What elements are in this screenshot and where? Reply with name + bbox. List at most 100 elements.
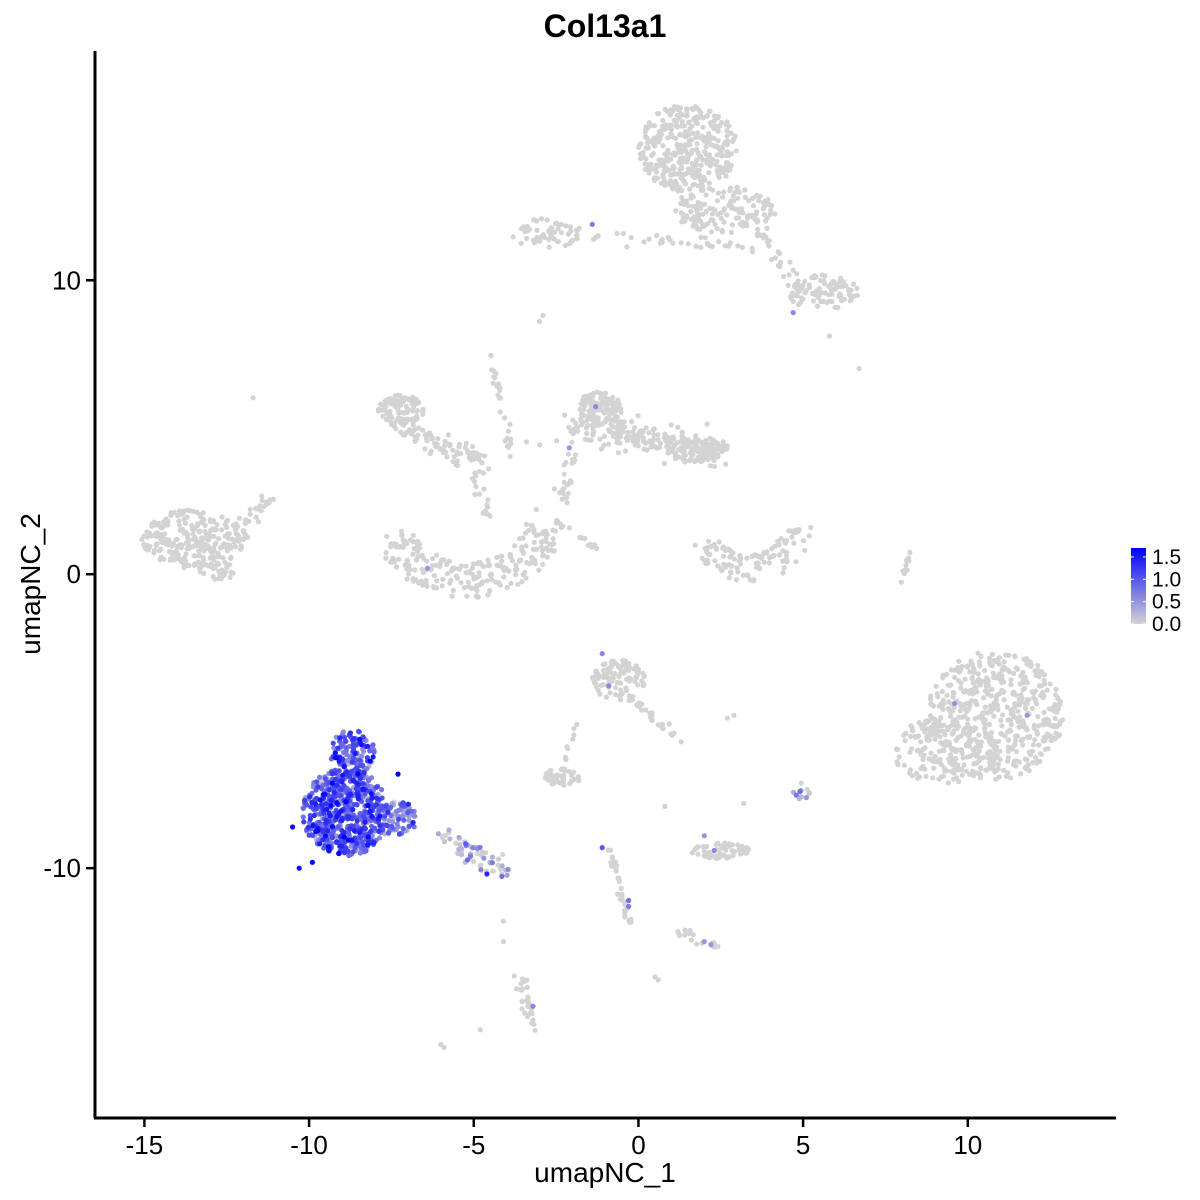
cell-point: [524, 984, 531, 991]
cell-point: [939, 748, 945, 754]
cell-point: [326, 787, 332, 793]
cell-point: [518, 240, 524, 247]
cell-point: [621, 911, 628, 917]
cell-point: [714, 226, 720, 232]
cell-point: [716, 239, 722, 245]
cell-point: [595, 675, 601, 682]
cell-point: [300, 805, 306, 812]
cell-point: [629, 419, 635, 425]
cell-point: [678, 210, 684, 216]
cell-point: [383, 822, 389, 828]
cell-point: [337, 792, 344, 798]
cell-point: [357, 829, 363, 836]
cell-point: [914, 770, 920, 777]
cell-point: [566, 445, 572, 451]
cell-point: [247, 511, 253, 517]
cell-point: [973, 770, 979, 776]
cell-point: [310, 823, 316, 829]
cell-point: [531, 1021, 537, 1027]
cell-point: [232, 544, 239, 550]
cell-point: [785, 282, 791, 288]
cell-point: [695, 130, 701, 136]
cell-point: [561, 462, 567, 468]
cell-point: [1032, 754, 1038, 760]
cell-point: [959, 772, 965, 778]
cell-point: [456, 441, 463, 447]
cell-point: [544, 554, 550, 560]
cell-point: [361, 842, 367, 848]
cell-point: [924, 734, 930, 740]
cell-point: [809, 274, 815, 281]
cell-point: [322, 776, 328, 782]
cell-point: [529, 523, 535, 529]
cell-point: [390, 819, 396, 825]
cell-point: [1040, 690, 1046, 696]
cell-point: [329, 830, 335, 837]
cell-point: [388, 414, 394, 420]
cell-point: [702, 222, 709, 228]
cell-point: [956, 778, 962, 785]
cell-point: [205, 536, 211, 542]
cell-point: [523, 543, 529, 549]
cell-point: [394, 821, 400, 827]
cell-point: [693, 120, 699, 126]
cell-point: [179, 526, 186, 532]
cell-point: [781, 565, 787, 571]
cell-point: [522, 1010, 528, 1016]
cell-point: [395, 771, 401, 777]
cell-point: [479, 849, 485, 855]
cell-point: [193, 543, 199, 549]
cell-point: [236, 515, 242, 521]
cell-point: [537, 318, 543, 324]
cell-point: [330, 740, 336, 746]
cell-point: [435, 436, 441, 442]
cell-point: [563, 757, 569, 763]
cell-point: [987, 761, 993, 768]
cell-point: [405, 810, 411, 816]
cell-point: [991, 713, 997, 719]
cell-point: [320, 828, 326, 834]
cell-point: [929, 732, 935, 738]
cell-point: [400, 398, 406, 404]
cell-point: [754, 192, 760, 198]
cell-point: [513, 562, 519, 568]
cell-point: [595, 233, 601, 239]
cell-point: [959, 663, 965, 670]
cell-point: [447, 836, 453, 842]
cell-point: [509, 558, 515, 564]
cell-point: [408, 537, 414, 543]
cell-point: [361, 832, 367, 838]
cell-point: [414, 413, 420, 419]
cell-point: [450, 565, 456, 571]
cell-point: [604, 399, 610, 405]
cell-point: [1049, 737, 1055, 743]
cell-point: [504, 872, 510, 878]
cell-point: [731, 712, 737, 718]
cell-point: [347, 730, 353, 736]
cell-point: [739, 244, 746, 251]
cell-point: [777, 264, 783, 270]
cell-point: [226, 545, 232, 551]
cell-point: [634, 669, 640, 675]
cell-point: [948, 667, 954, 673]
cell-point: [569, 439, 575, 445]
cell-point: [500, 564, 506, 570]
cell-point: [506, 568, 512, 574]
cell-point: [343, 845, 349, 851]
cell-point: [686, 119, 692, 125]
cell-point: [540, 529, 546, 535]
cell-point: [754, 219, 760, 225]
cell-point: [463, 841, 469, 847]
cell-point: [530, 1003, 536, 1009]
cell-point: [393, 541, 399, 548]
cell-point: [953, 737, 959, 743]
cell-point: [671, 165, 677, 171]
cell-point: [405, 416, 411, 423]
cell-point: [403, 409, 409, 415]
cell-point: [328, 797, 334, 803]
cell-point: [980, 710, 986, 716]
cell-point: [736, 215, 742, 221]
cell-point: [442, 449, 448, 455]
cell-point: [178, 557, 185, 563]
cell-point: [164, 536, 170, 543]
